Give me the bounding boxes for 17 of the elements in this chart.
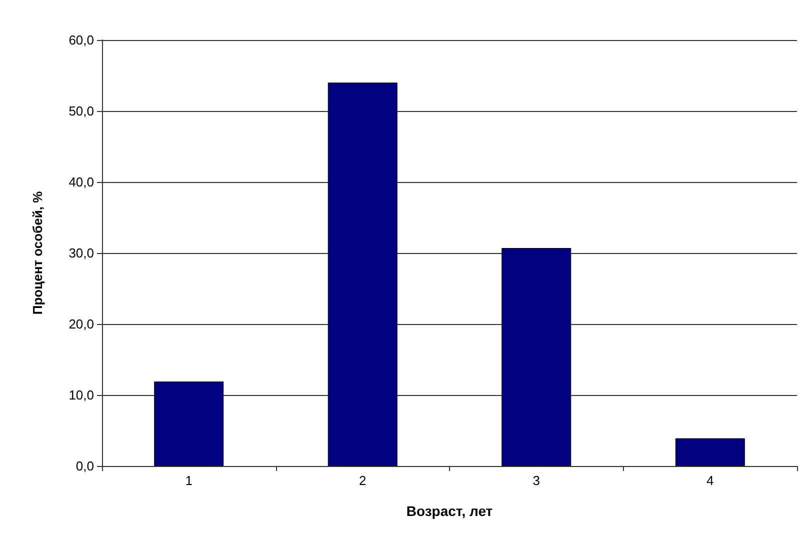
y-tick-label: 40,0 (68, 174, 94, 190)
y-tick-label: 0,0 (76, 458, 94, 474)
y-axis-title: Процент особей, % (30, 190, 45, 315)
y-tick-label: 20,0 (68, 316, 94, 332)
x-tick-label: 2 (359, 473, 366, 488)
y-tick-label: 60,0 (68, 32, 94, 48)
y-tick-label: 30,0 (68, 246, 94, 260)
x-tick-label: 1 (185, 473, 192, 488)
bar (154, 382, 224, 466)
x-tick-label: 4 (706, 473, 714, 488)
y-tick-label: 10,0 (68, 388, 94, 402)
bar (328, 82, 398, 466)
y-tick-label: 50,0 (68, 104, 94, 118)
bar (675, 438, 745, 466)
bar (502, 248, 572, 466)
x-axis-title: Возраст, лет (406, 503, 493, 519)
x-tick-label: 3 (532, 473, 540, 488)
